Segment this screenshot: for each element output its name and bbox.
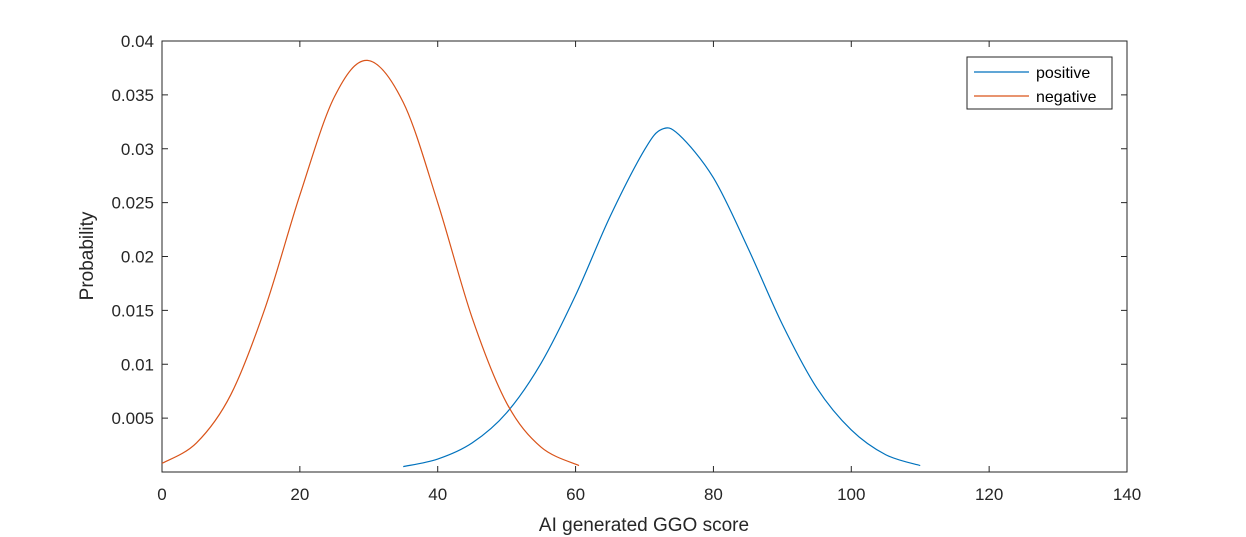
series-line-negative bbox=[161, 59, 580, 467]
x-tick-label-0: 0 bbox=[157, 485, 166, 504]
y-tick-label-5: 0.03 bbox=[121, 140, 154, 159]
y-tick-label-6: 0.035 bbox=[111, 86, 154, 105]
legend-box bbox=[966, 56, 1113, 110]
x-tick-label-3: 60 bbox=[566, 485, 585, 504]
x-tick-label-7: 140 bbox=[1113, 485, 1141, 504]
y-tick-label-7: 0.04 bbox=[121, 32, 154, 51]
x-tick-label-2: 40 bbox=[428, 485, 447, 504]
series-layer bbox=[161, 59, 921, 468]
x-axis-ticks: 0 20 40 60 80 100 120 140 bbox=[157, 41, 1141, 504]
y-axis-ticks: 0.005 0.01 0.015 0.02 0.025 0.03 0.035 0.04 bbox=[111, 32, 1127, 428]
x-tick-label-5: 100 bbox=[837, 485, 865, 504]
y-tick-label-1: 0.01 bbox=[121, 355, 154, 374]
legend-label-positive: positive bbox=[1036, 65, 1090, 82]
plot-area bbox=[161, 40, 1128, 473]
x-tick-label-4: 80 bbox=[704, 485, 723, 504]
x-tick-label-1: 20 bbox=[290, 485, 309, 504]
y-tick-label-0: 0.005 bbox=[111, 409, 154, 428]
y-tick-label-3: 0.02 bbox=[121, 248, 154, 267]
legend: positive negative bbox=[966, 56, 1113, 110]
y-axis-label: Probability bbox=[77, 211, 98, 300]
series-line-positive bbox=[403, 127, 921, 468]
legend-label-negative: negative bbox=[1036, 89, 1097, 106]
y-tick-label-4: 0.025 bbox=[111, 194, 154, 213]
y-tick-label-2: 0.015 bbox=[111, 301, 154, 320]
x-axis-label: AI generated GGO score bbox=[539, 515, 749, 536]
x-tick-label-6: 120 bbox=[975, 485, 1003, 504]
